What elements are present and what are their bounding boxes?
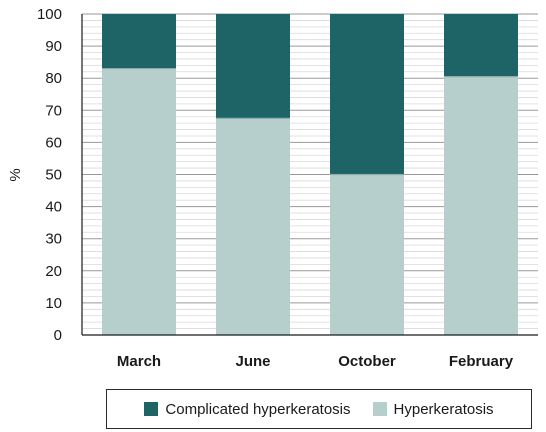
bar-complicated-june xyxy=(216,14,290,119)
y-tick-label: 100 xyxy=(37,6,62,23)
x-tick-label: June xyxy=(235,353,270,370)
y-tick-labels: 0 10 20 30 40 50 60 70 80 90 100 xyxy=(37,6,62,344)
x-tick-label: October xyxy=(338,353,396,370)
y-tick-label: 90 xyxy=(45,38,62,55)
x-category-labels: March June October February xyxy=(117,353,514,370)
y-tick-label: 20 xyxy=(45,263,62,280)
bar-hyperkeratosis-february xyxy=(444,76,518,335)
bar-hyperkeratosis-march xyxy=(102,68,176,335)
legend: Complicated hyperkeratosis Hyperkeratosi… xyxy=(106,389,532,429)
bar-hyperkeratosis-june xyxy=(216,118,290,335)
bar-stacks xyxy=(102,14,518,335)
legend-label-complicated: Complicated hyperkeratosis xyxy=(165,400,351,418)
y-tick-label: 60 xyxy=(45,134,62,151)
axes xyxy=(81,14,538,336)
legend-label-hyperkeratosis: Hyperkeratosis xyxy=(393,400,494,418)
bar-complicated-march xyxy=(102,14,176,69)
y-tick-label: 70 xyxy=(45,102,62,119)
y-axis-label: % xyxy=(7,168,24,181)
y-tick-label: 40 xyxy=(45,199,62,216)
bar-hyperkeratosis-october xyxy=(330,174,404,335)
x-tick-label: February xyxy=(449,353,514,370)
legend-swatch-hyperkeratosis xyxy=(372,402,387,416)
y-tick-label: 0 xyxy=(54,327,62,344)
legend-item-hyperkeratosis: Hyperkeratosis xyxy=(372,400,494,418)
y-tick-label: 30 xyxy=(45,231,62,248)
stacked-bar-chart: 0 10 20 30 40 50 60 70 80 90 100 March June October F… xyxy=(7,6,538,370)
y-tick-label: 10 xyxy=(45,295,62,312)
y-tick-label: 80 xyxy=(45,70,62,87)
legend-swatch-complicated xyxy=(144,402,159,416)
legend-item-complicated: Complicated hyperkeratosis xyxy=(144,400,351,418)
bar-complicated-october xyxy=(330,14,404,175)
x-tick-label: March xyxy=(117,353,161,370)
bar-complicated-february xyxy=(444,14,518,77)
y-tick-label: 50 xyxy=(45,167,62,184)
